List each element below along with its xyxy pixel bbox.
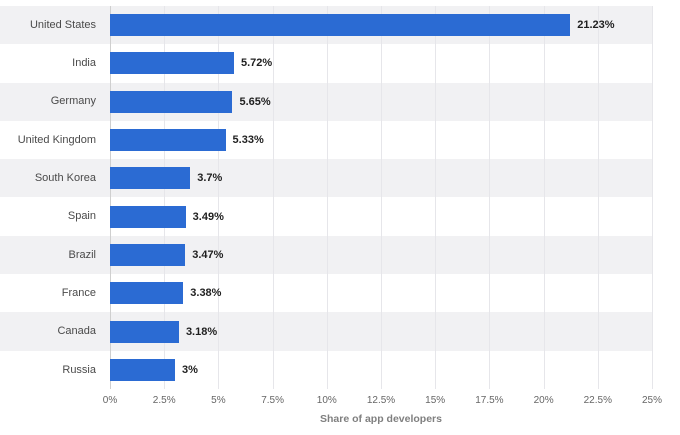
bar	[110, 358, 176, 381]
bar-track: 3%	[110, 351, 652, 389]
value-label: 21.23%	[577, 19, 615, 32]
plot-area: United States 21.23% India 5.72% Germany 5.65…	[0, 6, 653, 389]
chart-row: Brazil 3.47%	[0, 235, 652, 275]
bar	[110, 167, 191, 190]
category-label: India	[72, 57, 96, 70]
chart-row: Canada 3.18%	[0, 312, 652, 351]
category-label: United Kingdom	[17, 133, 96, 146]
x-axis-ticks: 0% 2.5% 5% 7.5% 10% 12.5% 15% 17.5% 20% 22.5% 25%	[103, 389, 662, 411]
bar-track: 5.65%	[110, 83, 652, 121]
value-label: 3.47%	[192, 248, 224, 261]
x-tick-label: 0%	[102, 395, 118, 406]
value-label: 3.18%	[185, 325, 218, 338]
x-tick-label: 15%	[425, 395, 446, 406]
x-tick-label: 7.5%	[261, 395, 284, 406]
bar-track: 5.72%	[110, 44, 652, 82]
category-label: South Korea	[34, 172, 96, 185]
x-tick-label: 10%	[316, 395, 337, 406]
bar-track: 3.38%	[110, 274, 652, 312]
chart-row: France 3.38%	[0, 274, 652, 312]
bar-track: 3.7%	[110, 159, 652, 197]
value-label: 5.72%	[241, 57, 273, 70]
bar-track: 21.23%	[110, 6, 652, 44]
category-label: Brazil	[68, 248, 96, 261]
x-tick-label: 22.5%	[583, 395, 612, 406]
x-tick-label: 2.5%	[152, 395, 176, 406]
bar	[110, 282, 184, 305]
category-label: France	[61, 286, 96, 299]
value-label: 3.7%	[197, 172, 223, 185]
bar	[110, 52, 234, 75]
bar	[110, 205, 186, 228]
chart-row: Russia 3%	[0, 351, 652, 389]
x-tick-label: 5%	[211, 395, 226, 406]
x-tick-label: 20%	[533, 395, 554, 406]
chart-rows: United States 21.23% India 5.72% Germany 5.65…	[0, 6, 652, 389]
x-tick-label: 12.5%	[366, 395, 396, 406]
bar	[110, 129, 226, 152]
bar-track: 3.18%	[110, 312, 652, 350]
chart-row: Spain 3.49%	[0, 197, 652, 235]
x-axis-label: Share of app developers	[320, 413, 442, 425]
bar-track: 3.47%	[110, 236, 652, 274]
bar	[110, 14, 571, 37]
value-label: 3.38%	[190, 287, 222, 300]
x-tick-label: 25%	[641, 395, 663, 406]
x-tick-label: 17.5%	[475, 395, 504, 406]
category-label: United States	[29, 18, 96, 31]
gridline	[652, 6, 653, 389]
bar	[110, 320, 179, 343]
chart-row: Germany 5.65%	[0, 82, 652, 121]
chart-row: India 5.72%	[0, 44, 652, 82]
category-label: Germany	[50, 95, 96, 108]
chart-row: United Kingdom 5.33%	[0, 121, 652, 159]
value-label: 3.49%	[192, 210, 224, 223]
bar-track: 3.49%	[110, 197, 652, 235]
category-label: Canada	[57, 325, 96, 338]
bar	[110, 90, 233, 113]
chart-row: United States 21.23%	[0, 6, 652, 45]
value-label: 5.65%	[239, 95, 271, 108]
category-label: Russia	[62, 363, 96, 376]
category-label: Spain	[67, 210, 96, 223]
bar	[110, 243, 186, 266]
value-label: 3%	[182, 363, 198, 376]
chart-row: South Korea 3.7%	[0, 159, 652, 198]
bar-track: 5.33%	[110, 121, 652, 159]
value-label: 5.33%	[232, 134, 264, 147]
